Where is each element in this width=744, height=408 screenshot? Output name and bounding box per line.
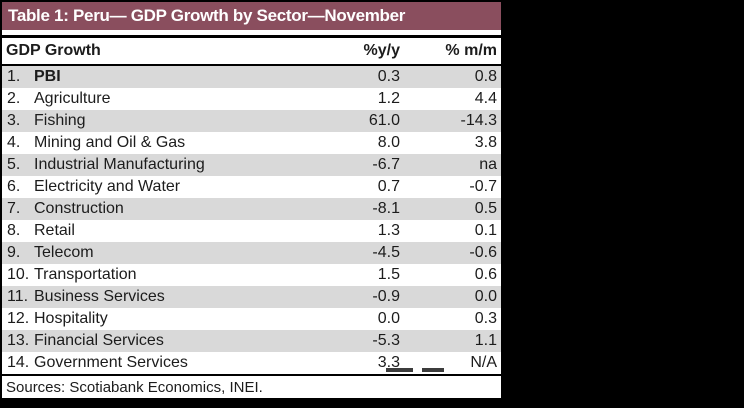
- row-mom-value: 1.1: [474, 332, 497, 349]
- table-row: 8. Retail 1.3 0.1: [2, 220, 501, 242]
- row-yoy-value: -4.5: [372, 244, 400, 261]
- row-mom-value: 0.8: [474, 68, 497, 85]
- source-row: Sources: Scotiabank Economics, INEI.: [2, 376, 501, 398]
- row-sector-name: Construction: [34, 200, 124, 217]
- row-sector-name: PBI: [34, 68, 61, 85]
- column-header-gdp-growth: GDP Growth: [6, 42, 101, 59]
- clipped-text-mark: [422, 368, 444, 372]
- row-sector-name: Retail: [34, 222, 75, 239]
- row-number: 3.: [7, 112, 21, 129]
- row-mom-value: -0.6: [469, 244, 497, 261]
- row-number: 2.: [7, 90, 21, 107]
- row-mom-value: na: [479, 156, 497, 173]
- column-header-yoy: %y/y: [363, 42, 400, 59]
- row-mom-value: 0.1: [474, 222, 497, 239]
- row-sector-name: Transportation: [34, 266, 137, 283]
- row-number: 6.: [7, 178, 21, 195]
- divider-footer: [2, 374, 501, 376]
- row-yoy-value: -6.7: [372, 156, 400, 173]
- row-yoy-value: 61.0: [368, 112, 400, 129]
- table-row: 7. Construction -8.1 0.5: [2, 198, 501, 220]
- gdp-table-card: Table 1: Peru— GDP Growth by Sector—Nove…: [0, 0, 503, 400]
- row-number: 11.: [7, 288, 29, 305]
- table-row: 1. PBI 0.3 0.8: [2, 66, 501, 88]
- clipped-text-fragment: [386, 368, 444, 372]
- row-sector-name: Electricity and Water: [34, 178, 181, 195]
- divider-top: [2, 35, 501, 38]
- table-row: 13. Financial Services -5.3 1.1: [2, 330, 501, 352]
- row-sector-name: Telecom: [34, 244, 94, 261]
- row-number: 14.: [7, 354, 30, 371]
- table-row: 9. Telecom -4.5 -0.6: [2, 242, 501, 264]
- row-yoy-value: 0.7: [377, 178, 400, 195]
- row-sector-name: Business Services: [34, 288, 165, 305]
- row-mom-value: 0.6: [474, 266, 497, 283]
- source-text: Sources: Scotiabank Economics, INEI.: [6, 379, 263, 396]
- row-number: 7.: [7, 200, 21, 217]
- row-sector-name: Financial Services: [34, 332, 164, 349]
- column-header-row: GDP Growth %y/y % m/m: [2, 38, 501, 64]
- table-rows: 1. PBI 0.3 0.8 2. Agriculture 1.2 4.4 3. Fishing 6…: [2, 66, 501, 374]
- row-mom-value: 0.0: [474, 288, 497, 305]
- row-yoy-value: 0.3: [377, 68, 400, 85]
- row-sector-name: Fishing: [34, 112, 86, 129]
- row-sector-name: Industrial Manufacturing: [34, 156, 205, 173]
- row-yoy-value: 1.2: [377, 90, 400, 107]
- row-sector-name: Mining and Oil & Gas: [34, 134, 186, 151]
- row-mom-value: N/A: [470, 354, 497, 371]
- row-number: 12.: [7, 310, 30, 327]
- row-yoy-value: -0.9: [372, 288, 400, 305]
- row-sector-name: Hospitality: [34, 310, 108, 327]
- table-title-bar: Table 1: Peru— GDP Growth by Sector—Nove…: [2, 2, 501, 30]
- table-row: 10. Transportation 1.5 0.6: [2, 264, 501, 286]
- row-mom-value: 0.3: [474, 310, 497, 327]
- row-number: 10.: [7, 266, 30, 283]
- row-yoy-value: -5.3: [372, 332, 400, 349]
- row-yoy-value: -8.1: [372, 200, 400, 217]
- row-yoy-value: 8.0: [377, 134, 400, 151]
- row-yoy-value: 0.0: [377, 310, 400, 327]
- table-row: 3. Fishing 61.0 -14.3: [2, 110, 501, 132]
- table-row: 12. Hospitality 0.0 0.3: [2, 308, 501, 330]
- clipped-text-mark: [386, 368, 413, 372]
- table-row: 5. Industrial Manufacturing -6.7 na: [2, 154, 501, 176]
- row-mom-value: -0.7: [469, 178, 497, 195]
- row-number: 1.: [7, 68, 21, 85]
- row-yoy-value: 3.3: [377, 354, 400, 371]
- row-mom-value: 4.4: [474, 90, 497, 107]
- row-yoy-value: 1.3: [377, 222, 400, 239]
- table-title: Table 1: Peru— GDP Growth by Sector—Nove…: [8, 6, 406, 25]
- table-row: 11. Business Services -0.9 0.0: [2, 286, 501, 308]
- row-mom-value: 3.8: [474, 134, 497, 151]
- row-number: 8.: [7, 222, 21, 239]
- row-sector-name: Government Services: [34, 354, 188, 371]
- title-gap: [2, 30, 501, 35]
- row-mom-value: -14.3: [460, 112, 497, 129]
- divider-header: [2, 64, 501, 66]
- row-number: 13.: [7, 332, 30, 349]
- row-yoy-value: 1.5: [377, 266, 400, 283]
- table-row: 2. Agriculture 1.2 4.4: [2, 88, 501, 110]
- row-mom-value: 0.5: [474, 200, 497, 217]
- row-number: 4.: [7, 134, 21, 151]
- row-number: 5.: [7, 156, 21, 173]
- column-header-mom: % m/m: [445, 42, 497, 59]
- row-number: 9.: [7, 244, 21, 261]
- table-row: 14. Government Services 3.3 N/A: [2, 352, 501, 374]
- table-row: 6. Electricity and Water 0.7 -0.7: [2, 176, 501, 198]
- table-row: 4. Mining and Oil & Gas 8.0 3.8: [2, 132, 501, 154]
- row-sector-name: Agriculture: [34, 90, 111, 107]
